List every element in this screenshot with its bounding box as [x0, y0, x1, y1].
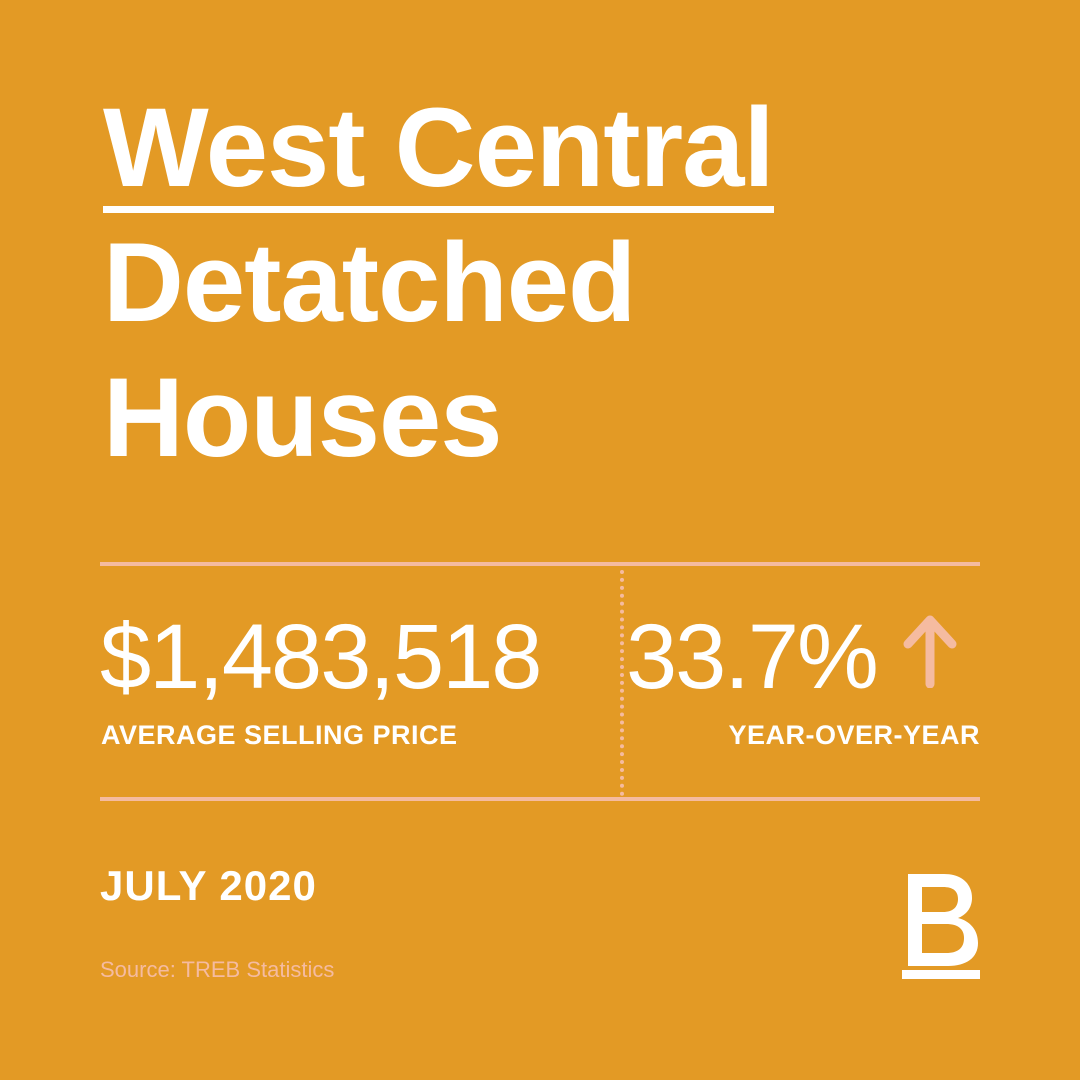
title-line-category: Houses [103, 355, 503, 480]
dotted-divider [620, 570, 624, 796]
top-divider [100, 562, 980, 566]
yoy-change-value: 33.7% [626, 606, 879, 708]
report-date: JULY 2020 [100, 862, 317, 909]
title-line-region: West Central [103, 92, 775, 213]
yoy-change-label: YEAR-OVER-YEAR [728, 720, 980, 750]
average-price-label: AVERAGE SELLING PRICE [101, 720, 458, 750]
b-logo-icon [902, 874, 980, 979]
average-price-value: $1,483,518 [100, 606, 542, 708]
source-note: Source: TREB Statistics [100, 957, 335, 982]
arrow-up-icon [903, 615, 957, 688]
title-line-type: Detatched [103, 220, 636, 345]
bottom-divider [100, 797, 980, 801]
page-title: West Central Detatched Houses [103, 80, 775, 485]
